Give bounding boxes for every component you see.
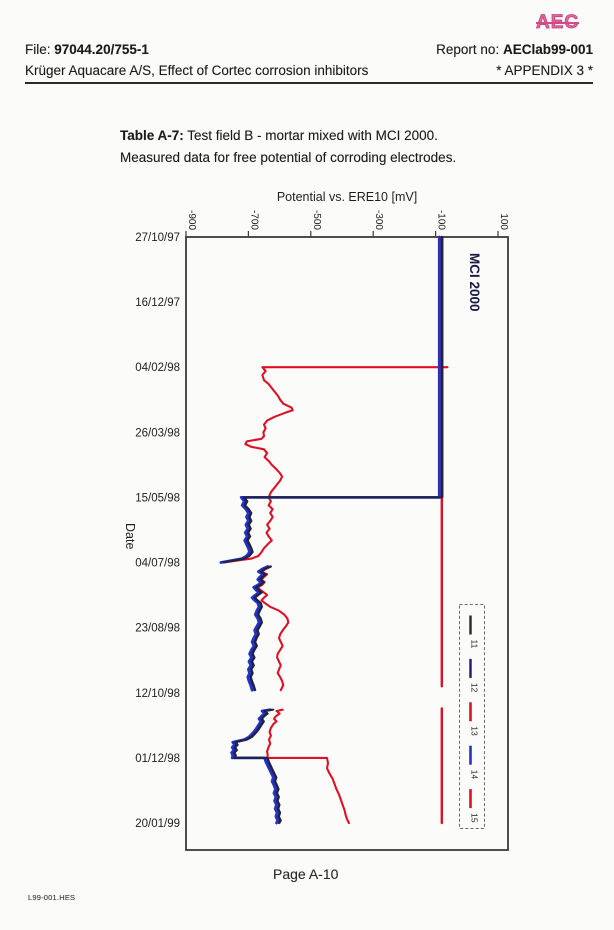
file-number: 97044.20/755-1 xyxy=(54,42,149,57)
x-tick-label: -100 xyxy=(436,210,447,230)
header-divider xyxy=(25,82,593,84)
legend-label-12: 12 xyxy=(470,683,480,693)
series-11-line xyxy=(223,236,444,564)
client-line: Krüger Aquacare A/S, Effect of Cortec co… xyxy=(25,63,369,78)
date-tick-label: 20/01/99 xyxy=(135,818,180,830)
table-caption: Table A-7: Test field B - mortar mixed w… xyxy=(120,128,438,143)
document-code: L99-001.HES xyxy=(28,893,76,902)
date-tick-label: 12/10/98 xyxy=(135,688,180,700)
date-tick-label: 15/05/98 xyxy=(135,492,180,504)
legend-label-13: 13 xyxy=(470,726,480,736)
date-tick-label: 26/03/98 xyxy=(135,427,180,439)
date-tick-label: 16/12/97 xyxy=(135,297,180,309)
legend-box xyxy=(459,604,485,829)
report-line: Report no: AEClab99-001 xyxy=(436,42,593,57)
series-11-line xyxy=(250,565,272,691)
legend-label-15: 15 xyxy=(470,813,480,823)
report-number: AEClab99-001 xyxy=(502,42,593,57)
series-13-line xyxy=(266,708,350,825)
date-tick-label: 04/02/98 xyxy=(135,362,180,374)
series-14-line xyxy=(246,565,270,692)
plot-border xyxy=(185,236,509,851)
series-11-line xyxy=(234,709,282,824)
aec-logo: AEC xyxy=(536,12,580,34)
x-tick-label: -900 xyxy=(186,210,197,230)
file-label: File: xyxy=(25,42,55,57)
series-14-line xyxy=(219,235,441,564)
table-caption-line2: Measured data for free potential of corr… xyxy=(120,150,457,165)
appendix-label: * APPENDIX 3 * xyxy=(496,63,593,78)
date-tick-label: 27/10/97 xyxy=(135,232,180,244)
table-caption-label: Table A-7: xyxy=(120,128,184,143)
file-line: File: 97044.20/755-1 xyxy=(25,42,149,57)
x-tick-label: -500 xyxy=(311,210,322,230)
x-tick-label: 100 xyxy=(498,213,509,230)
date-tick-label: 01/12/98 xyxy=(135,753,180,765)
series-13-line xyxy=(256,565,290,692)
series-13-line xyxy=(222,235,449,564)
date-tick-label: 23/08/98 xyxy=(135,623,180,635)
legend-label-11: 11 xyxy=(470,640,480,649)
table-caption-text: Test field B - mortar mixed with MCI 200… xyxy=(183,128,438,143)
date-tick-label: 04/07/98 xyxy=(135,558,180,570)
x-axis-title: Potential vs. ERE10 [mV] xyxy=(277,190,417,204)
report-label: Report no: xyxy=(436,42,503,57)
x-tick-label: -700 xyxy=(248,210,259,230)
y-axis-title: Date xyxy=(123,523,137,549)
series-12-line xyxy=(222,235,443,564)
annotation-mci-2000: MCI 2000 xyxy=(467,253,482,312)
page-number: Page A-10 xyxy=(273,866,339,882)
x-tick-label: -300 xyxy=(373,210,384,230)
legend-label-14: 14 xyxy=(470,770,480,780)
